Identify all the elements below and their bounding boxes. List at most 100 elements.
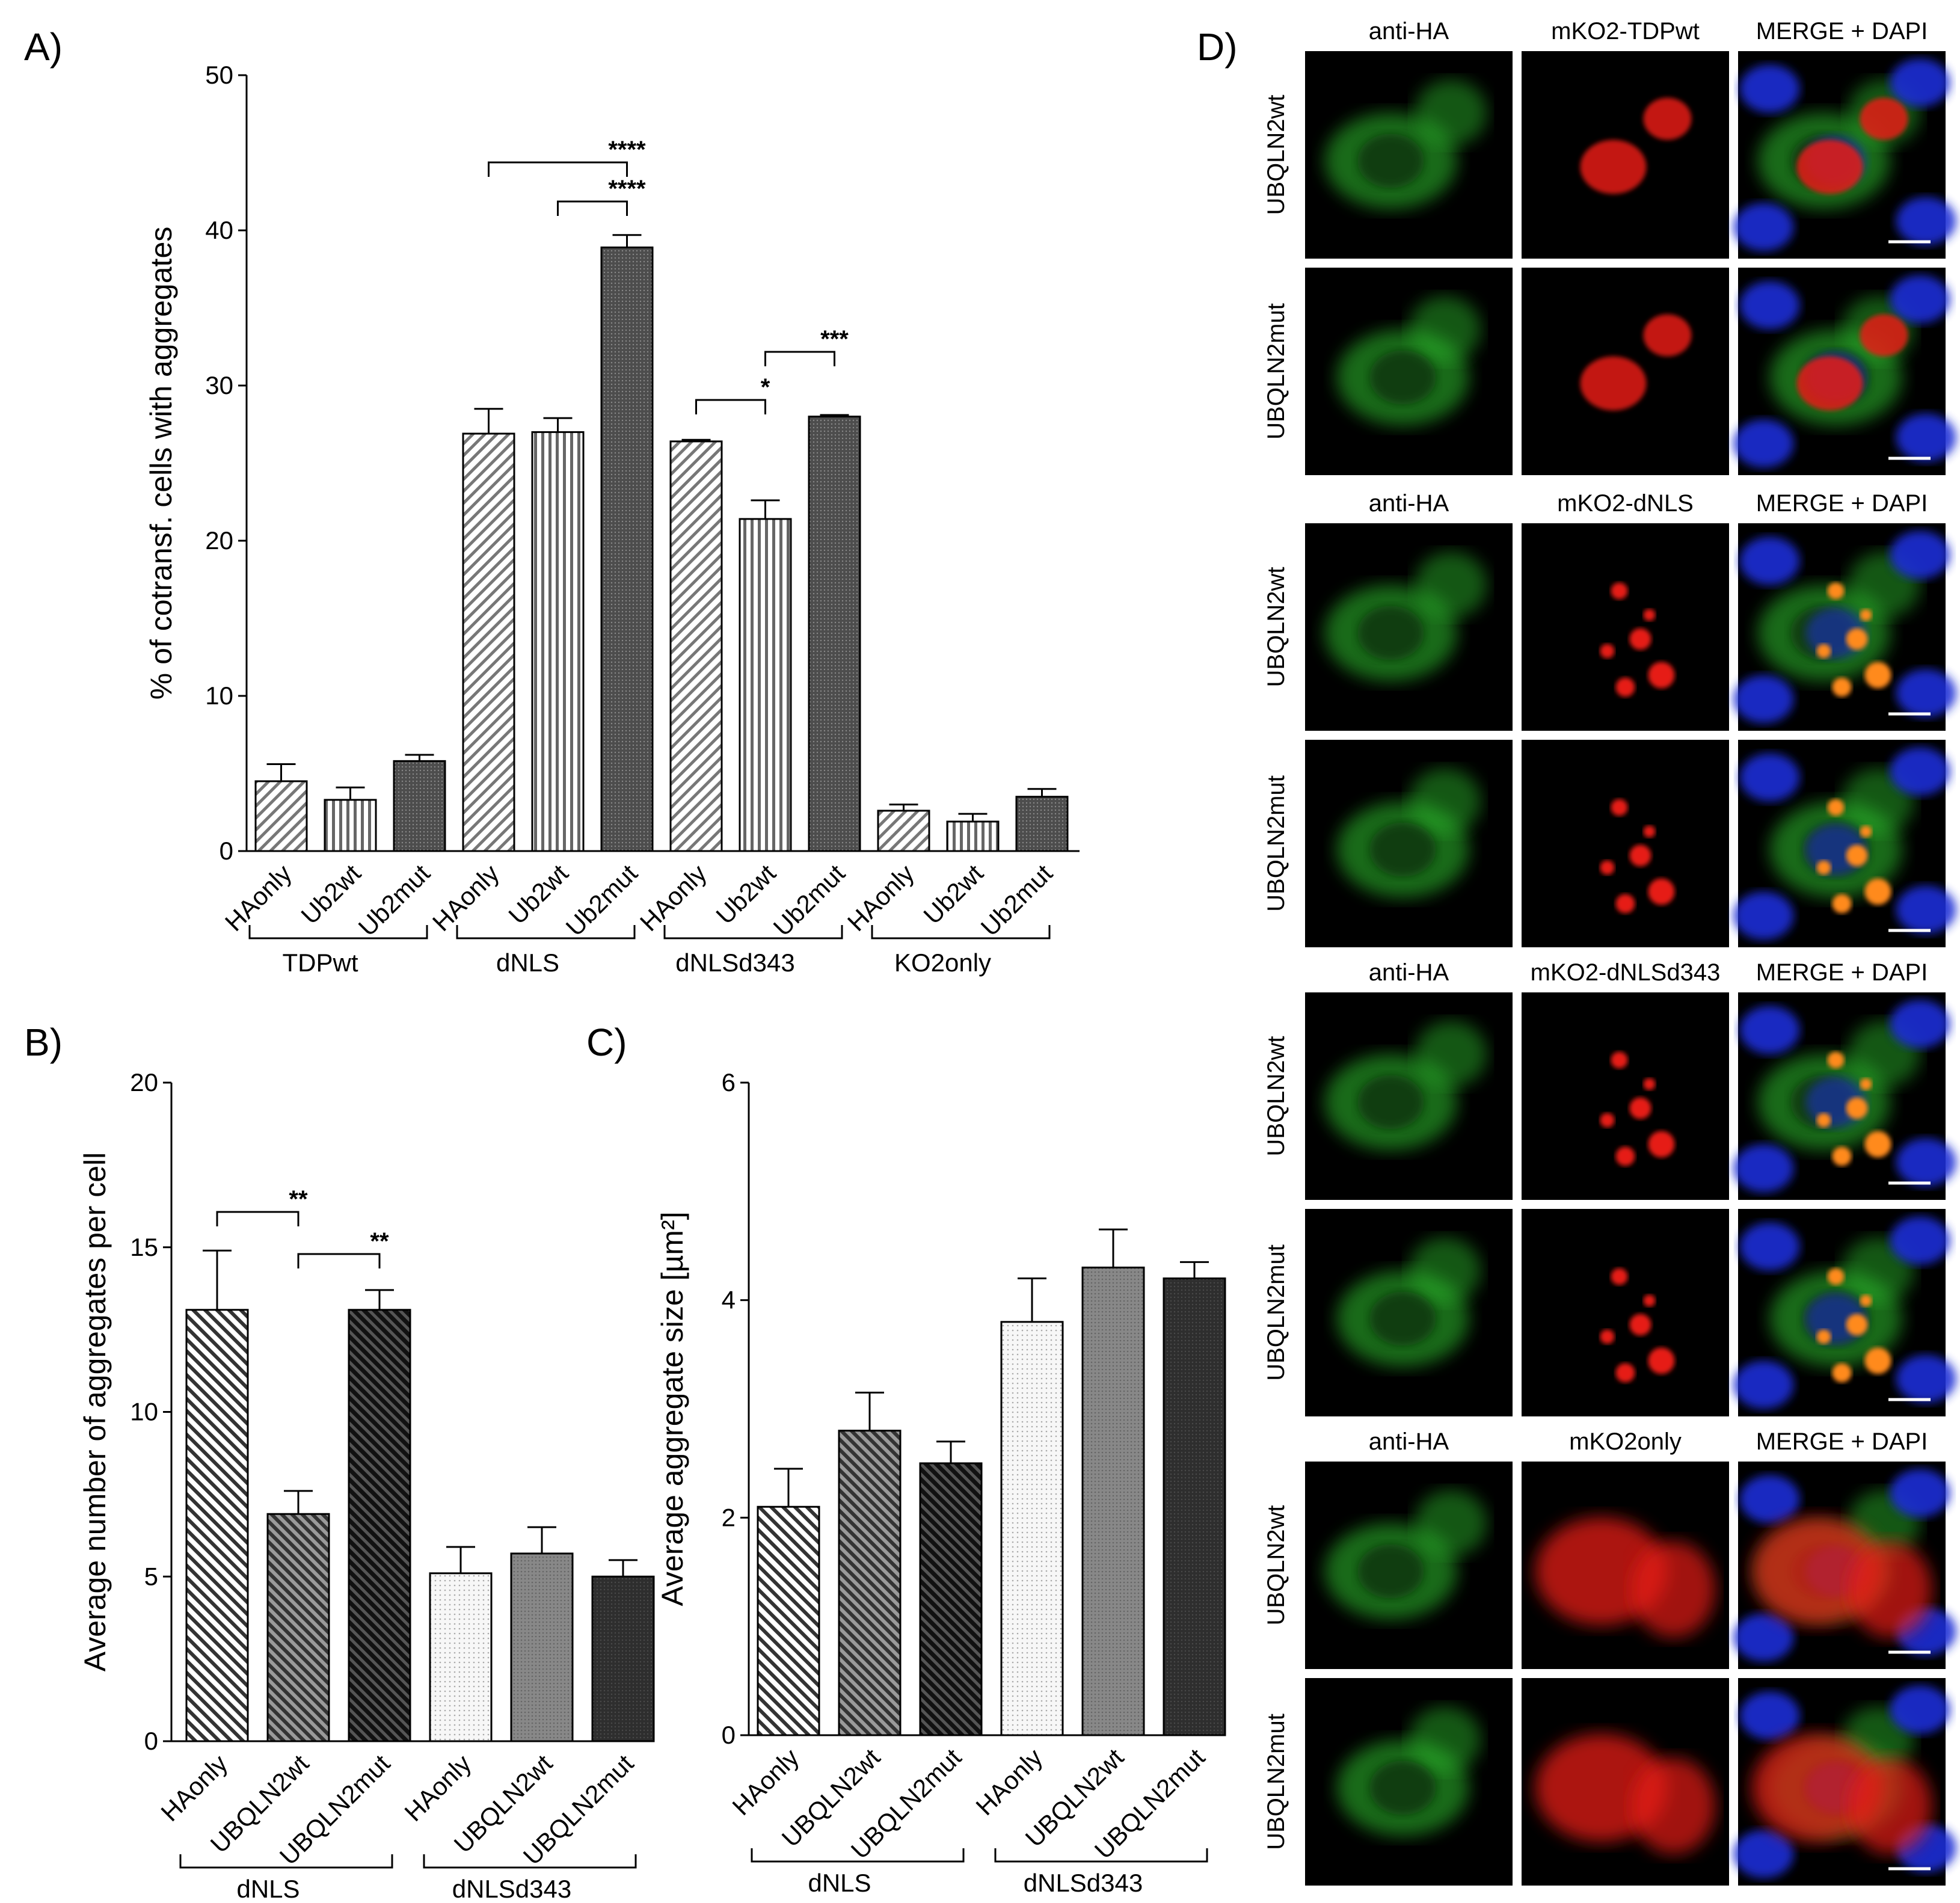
significance-label: *** <box>820 326 849 352</box>
group-bracket <box>456 925 636 939</box>
bar <box>757 1505 820 1736</box>
significance-label: **** <box>608 176 646 202</box>
micrograph-image <box>1305 1678 1513 1886</box>
y-axis-label: Average aggregate size [µm²] <box>656 1211 689 1606</box>
category-label: HAonly <box>842 859 920 936</box>
category-label: HAonly <box>155 1749 233 1827</box>
bar <box>510 1552 574 1742</box>
significance-bracket <box>297 1253 381 1268</box>
y-tick-label: 40 <box>205 216 233 244</box>
micrograph-row-label: UBQLN2wt <box>1263 567 1289 687</box>
y-tick-label: 50 <box>205 61 233 89</box>
category-label: HAonly <box>970 1743 1048 1821</box>
micrograph-image <box>1522 523 1729 731</box>
micrograph-image <box>1733 1462 1956 1669</box>
bar <box>393 760 446 852</box>
y-tick-label: 10 <box>130 1398 158 1426</box>
micrograph-panel: anti-HA mKO2-TDPwt MERGE + DAPI UBQLN2wt UBQ… <box>1263 18 1956 1886</box>
bar <box>591 1575 655 1742</box>
category-label: HAonly <box>399 1749 476 1827</box>
bar <box>348 1309 411 1742</box>
group-label: dNLS <box>808 1869 871 1897</box>
group-bracket <box>994 1848 1208 1863</box>
group-label: dNLSd343 <box>452 1875 572 1903</box>
chart-a: 0 10 20 30 40 50 % of cotransf. cells with agg… <box>144 61 1080 977</box>
micrograph-column-label: anti-HA <box>1369 959 1449 986</box>
category-label: HAonly <box>634 859 712 936</box>
significance-label: ** <box>289 1186 308 1213</box>
bar <box>266 1513 330 1742</box>
significance-label: **** <box>608 137 646 163</box>
group-bracket <box>423 1854 637 1869</box>
category-label: HAonly <box>427 859 505 936</box>
micrograph-image <box>1305 992 1513 1200</box>
group-label: dNLSd343 <box>1024 1869 1143 1897</box>
micrograph-image <box>1733 1209 1956 1416</box>
micrograph-column-label: MERGE + DAPI <box>1756 959 1928 986</box>
bar <box>946 820 1000 852</box>
y-tick-label: 0 <box>144 1727 158 1755</box>
panel-letter-a: A) <box>24 25 63 69</box>
micrograph-image <box>1733 1678 1956 1886</box>
chart-b: 0 5 10 15 20 Average number of aggregates per… <box>78 1068 655 1903</box>
micrograph-image <box>1733 51 1956 259</box>
micrograph-image <box>1522 1462 1729 1669</box>
category-label: Ub2mut <box>768 859 850 941</box>
micrograph-column-label: anti-HA <box>1369 18 1449 45</box>
bar <box>531 431 585 852</box>
micrograph-column-label: MERGE + DAPI <box>1756 1428 1928 1455</box>
significance-bracket <box>488 161 628 177</box>
significance-label: ** <box>370 1228 389 1255</box>
micrograph-image <box>1733 740 1956 947</box>
y-tick-label: 5 <box>144 1562 158 1590</box>
micrograph-column-label: anti-HA <box>1369 490 1449 517</box>
micrograph-column-label: mKO2-TDPwt <box>1551 18 1700 45</box>
bar <box>838 1430 902 1736</box>
micrograph-row-label: UBQLN2wt <box>1263 1505 1289 1625</box>
group-bracket <box>871 925 1051 939</box>
micrograph-column-label: MERGE + DAPI <box>1756 18 1928 45</box>
category-label: HAonly <box>220 859 297 936</box>
group-label: dNLS <box>236 1875 300 1903</box>
significance-bracket <box>557 200 628 216</box>
panel-letter-b: B) <box>24 1021 63 1064</box>
micrograph-row-label: UBQLN2wt <box>1263 94 1289 215</box>
micrograph-row-label: UBQLN2wt <box>1263 1036 1289 1156</box>
micrograph-image <box>1305 268 1513 475</box>
group-label: dNLS <box>496 948 559 977</box>
category-label: Ub2mut <box>353 859 435 941</box>
group-label: dNLSd343 <box>675 948 795 977</box>
micrograph-row-label: UBQLN2mut <box>1263 1244 1289 1381</box>
y-tick-label: 0 <box>722 1721 736 1749</box>
y-axis-label: % of cotransf. cells with aggregates <box>144 227 178 700</box>
significance-bracket <box>216 1211 300 1226</box>
micrograph-row-label: UBQLN2mut <box>1263 303 1289 440</box>
y-tick-label: 0 <box>220 837 233 865</box>
bar <box>1081 1266 1145 1736</box>
significance-bracket <box>695 399 766 414</box>
significance-bracket <box>764 351 835 366</box>
micrograph-image <box>1305 523 1513 731</box>
micrograph-column-label: mKO2-dNLSd343 <box>1531 959 1721 986</box>
category-label: Ub2mut <box>975 859 1058 941</box>
micrograph-image <box>1305 1462 1513 1669</box>
micrograph-image <box>1305 740 1513 947</box>
y-tick-label: 15 <box>130 1233 158 1261</box>
micrograph-image <box>1522 992 1729 1200</box>
bar <box>1000 1321 1064 1736</box>
bar <box>429 1572 493 1742</box>
bar <box>669 440 723 852</box>
bar <box>600 246 654 852</box>
bar <box>808 416 861 852</box>
y-tick-label: 20 <box>130 1068 158 1096</box>
group-bracket <box>179 1854 393 1869</box>
bar <box>462 432 515 852</box>
micrograph-image <box>1733 992 1956 1200</box>
y-tick-label: 4 <box>722 1286 736 1314</box>
category-label: Ub2mut <box>561 859 643 941</box>
micrograph-image <box>1522 1209 1729 1416</box>
y-tick-label: 30 <box>205 371 233 399</box>
micrograph-image <box>1305 51 1513 259</box>
